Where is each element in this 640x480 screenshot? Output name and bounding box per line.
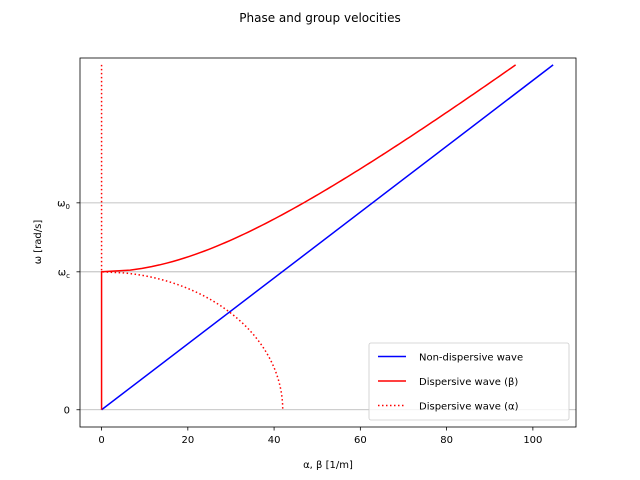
- y-tick-label-0: 0: [64, 405, 70, 416]
- x-axis-label: α, β [1/m]: [303, 460, 353, 471]
- legend-box: [368, 342, 570, 421]
- legend: Non-dispersive wave Dispersive wave (β) …: [368, 342, 570, 421]
- series-line-2: [100, 64, 284, 410]
- x-tick-label-4: 80: [440, 435, 453, 446]
- y-axis-ticks: 0 ωc ω0: [57, 198, 80, 416]
- chart-title: Phase and group velocities: [239, 11, 400, 25]
- x-axis-ticks: 0 20 40 60 80 100: [98, 427, 542, 446]
- plot-area: 0 20 40 60 80 100 0 ωc ω0: [57, 57, 577, 446]
- x-tick-label-3: 60: [354, 435, 367, 446]
- x-tick-label-5: 100: [523, 435, 542, 446]
- axes-frame: [79, 57, 577, 428]
- series-line-1: [100, 64, 517, 410]
- y-tick-label-1: ωc: [58, 267, 70, 280]
- x-tick-label-0: 0: [98, 435, 104, 446]
- legend-label-non-dispersive: Non-dispersive wave: [419, 353, 523, 364]
- series-lines: [100, 64, 554, 411]
- y-tick-label-2: ω0: [57, 198, 70, 211]
- y-axis-label: ω [rad/s]: [33, 220, 44, 265]
- x-tick-label-1: 20: [181, 435, 194, 446]
- series-line-0: [101, 64, 554, 411]
- legend-label-dispersive-alpha: Dispersive wave (α): [419, 402, 519, 413]
- x-tick-label-2: 40: [268, 435, 281, 446]
- legend-label-dispersive-beta: Dispersive wave (β): [419, 377, 518, 388]
